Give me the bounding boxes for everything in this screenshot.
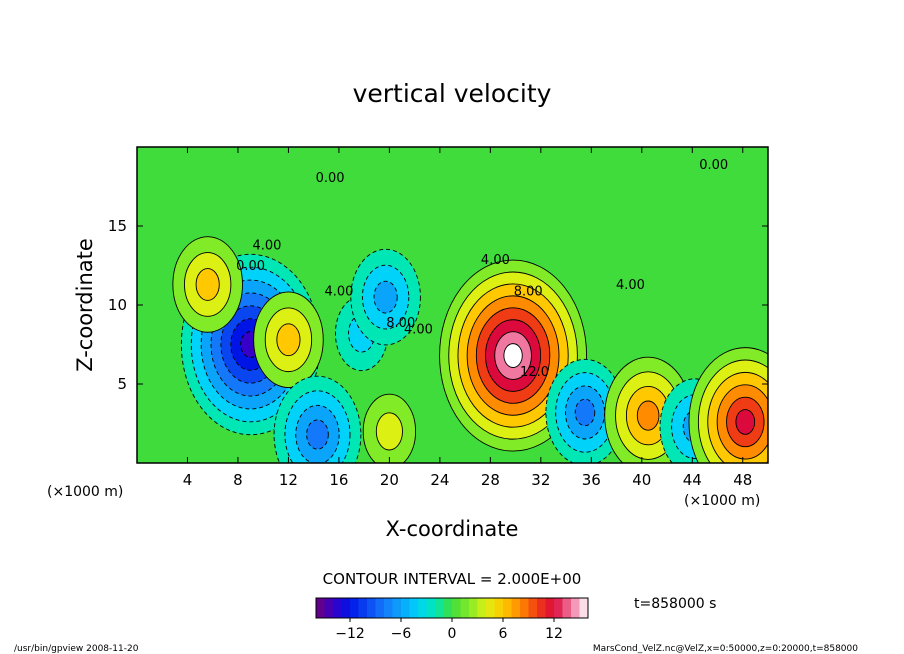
colorbar-swatch xyxy=(545,598,555,618)
contour-labels: 0.000.004.000.004.008.004.004.008.0012.0… xyxy=(236,158,728,380)
colorbar-swatch xyxy=(384,598,393,618)
x-unit-left: (×1000 m) xyxy=(47,484,123,500)
colorbar-swatch xyxy=(375,598,385,618)
colorbar-swatch xyxy=(477,598,487,618)
colorbar-swatch xyxy=(341,598,351,618)
colorbar-tick-label: −12 xyxy=(335,626,365,642)
colorbar-swatch xyxy=(392,598,402,618)
contour-label: 4.00 xyxy=(404,322,433,337)
x-tick-label: 28 xyxy=(481,471,500,489)
colorbar-swatch xyxy=(409,598,419,618)
heatmap-field xyxy=(137,147,768,463)
heat-feature xyxy=(688,347,768,463)
x-tick-label: 36 xyxy=(582,471,601,489)
x-unit-right: (×1000 m) xyxy=(684,493,760,509)
contour-level xyxy=(503,343,523,368)
contour-level xyxy=(306,419,329,450)
x-tick-label: 20 xyxy=(380,471,399,489)
x-tick-label: 48 xyxy=(733,471,752,489)
x-tick-label: 8 xyxy=(233,471,243,489)
y-axis: 5 10 15 xyxy=(108,217,768,393)
contour-level xyxy=(373,280,398,314)
contour-label: 4.00 xyxy=(253,239,282,254)
heat-feature xyxy=(362,393,417,463)
heat-feature xyxy=(439,259,588,452)
heat-feature xyxy=(253,291,324,389)
contour-level xyxy=(375,412,403,451)
colorbar-swatch xyxy=(443,598,453,618)
colorbar-swatch xyxy=(460,598,470,618)
contour-label: 4.00 xyxy=(616,278,645,293)
time-text: t=858000 s xyxy=(634,596,716,612)
contour-label: 4.00 xyxy=(481,253,510,268)
footer-left: /usr/bin/gpview 2008-11-20 xyxy=(14,644,139,654)
colorbar-swatch xyxy=(579,598,589,618)
colorbar-swatch xyxy=(418,598,427,618)
y-tick-label: 5 xyxy=(117,375,127,393)
y-axis-label: Z-coordinate xyxy=(73,238,97,372)
colorbar-swatch xyxy=(503,598,512,618)
colorbar-tick-label: 0 xyxy=(448,626,457,642)
colorbar-swatch xyxy=(401,598,410,618)
heat-feature xyxy=(172,236,243,333)
colorbar-tick-label: 6 xyxy=(499,626,508,642)
colorbar-swatch xyxy=(367,598,376,618)
contour-label: 8.00 xyxy=(514,285,543,300)
colorbar-swatch xyxy=(350,598,359,618)
colorbar-tick-label: 12 xyxy=(545,626,563,642)
colorbar-swatch xyxy=(469,598,478,618)
colorbar-swatch xyxy=(537,598,546,618)
colorbar-swatch xyxy=(486,598,495,618)
contour-level xyxy=(276,323,301,357)
x-tick-label: 32 xyxy=(531,471,550,489)
colorbar-tick-label: −6 xyxy=(391,626,412,642)
colorbar-swatch xyxy=(316,598,325,618)
colorbar-swatch xyxy=(528,598,538,618)
colorbar-swatch xyxy=(554,598,563,618)
contour-level xyxy=(636,400,660,431)
contour-label: 0.00 xyxy=(236,259,265,274)
y-tick-label: 10 xyxy=(108,296,127,314)
x-tick-label: 40 xyxy=(632,471,651,489)
contour-level xyxy=(735,409,756,435)
x-axis: 4 8 12 16 20 24 28 32 36 40 44 48 xyxy=(183,147,752,489)
colorbar-swatch xyxy=(324,598,334,618)
x-tick-label: 4 xyxy=(183,471,193,489)
x-axis-label: X-coordinate xyxy=(386,517,519,541)
colorbar-swatch xyxy=(494,598,504,618)
footer-right: MarsCond_VelZ.nc@VelZ,x=0:50000,z=0:2000… xyxy=(593,644,858,654)
contour-level xyxy=(195,268,220,301)
contour-level xyxy=(574,398,596,427)
x-tick-label: 16 xyxy=(329,471,348,489)
chart-title: vertical velocity xyxy=(353,79,552,108)
x-tick-label: 24 xyxy=(430,471,449,489)
contour-label: 8.00 xyxy=(386,316,415,331)
heat-feature xyxy=(350,248,421,346)
contour-label: 0.00 xyxy=(699,158,728,173)
colorbar-swatch xyxy=(435,598,444,618)
colorbar-swatch xyxy=(520,598,529,618)
colorbar-swatch xyxy=(571,598,580,618)
contour-label: 12.0 xyxy=(520,365,549,380)
colorbar-swatch xyxy=(426,598,436,618)
x-tick-label: 44 xyxy=(683,471,702,489)
x-tick-label: 12 xyxy=(279,471,298,489)
contour-label: 4.00 xyxy=(324,285,353,300)
heat-feature xyxy=(545,358,625,463)
contour-label: 0.00 xyxy=(316,171,345,186)
colorbar-ticks: −12 −6 0 6 12 xyxy=(335,618,563,642)
colorbar-swatch xyxy=(511,598,521,618)
heat-feature xyxy=(273,375,362,463)
colorbar-swatch xyxy=(358,598,368,618)
colorbar-swatch xyxy=(452,598,461,618)
colorbar xyxy=(316,598,589,618)
colorbar-swatch xyxy=(333,598,342,618)
colorbar-swatch xyxy=(562,598,572,618)
y-tick-label: 15 xyxy=(108,217,127,235)
contour-interval-text: CONTOUR INTERVAL = 2.000E+00 xyxy=(323,570,582,588)
